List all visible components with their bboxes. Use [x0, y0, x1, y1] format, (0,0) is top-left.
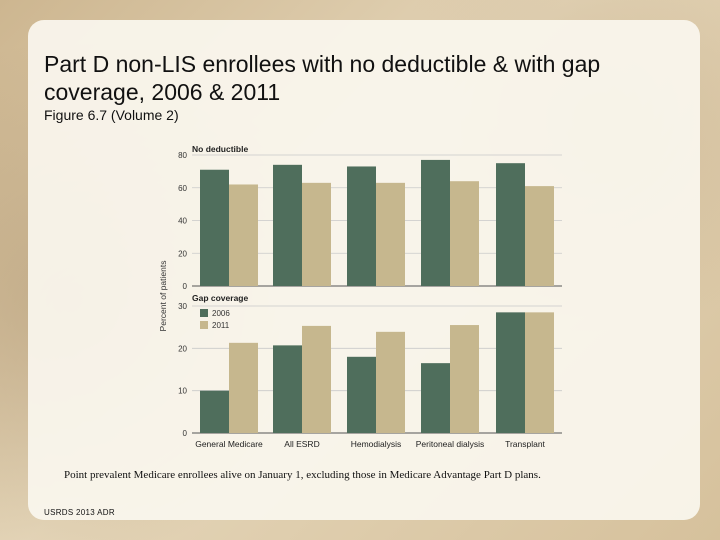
- legend-swatch: [200, 321, 208, 329]
- bar-no-deductible-2006: [273, 164, 302, 286]
- x-category-label: Peritoneal dialysis: [416, 439, 485, 449]
- bar-no-deductible-2011: [302, 182, 331, 286]
- bar-gap-coverage-2011: [450, 325, 479, 433]
- bar-gap-coverage-2006: [496, 312, 525, 433]
- bar-no-deductible-2006: [421, 159, 450, 286]
- bar-gap-coverage-2011: [229, 342, 258, 433]
- bar-no-deductible-2011: [229, 184, 258, 286]
- bar-no-deductible-2011: [450, 181, 479, 286]
- x-category-label: General Medicare: [195, 439, 263, 449]
- panel-title: Gap coverage: [192, 293, 248, 303]
- y-tick-label: 20: [178, 344, 187, 353]
- y-tick-label: 10: [178, 387, 187, 396]
- y-tick-label: 30: [178, 302, 187, 311]
- bar-gap-coverage-2006: [347, 356, 376, 433]
- bar-no-deductible-2006: [496, 163, 525, 286]
- footnote: Point prevalent Medicare enrollees alive…: [64, 469, 541, 481]
- panel-title: No deductible: [192, 144, 248, 154]
- y-axis-label: Percent of patients: [158, 261, 168, 332]
- bar-no-deductible-2011: [525, 186, 554, 286]
- y-tick-label: 0: [183, 429, 188, 438]
- x-category-label: Hemodialysis: [351, 439, 402, 449]
- y-tick-label: 40: [178, 217, 187, 226]
- slide-title: Part D non-LIS enrollees with no deducti…: [44, 51, 601, 105]
- source-label: USRDS 2013 ADR: [44, 508, 115, 517]
- bar-gap-coverage-2011: [525, 312, 554, 433]
- x-category-label: All ESRD: [284, 439, 319, 449]
- y-tick-label: 20: [178, 249, 187, 258]
- y-tick-label: 0: [183, 282, 188, 291]
- y-tick-label: 60: [178, 184, 187, 193]
- bar-gap-coverage-2006: [421, 363, 450, 433]
- bar-gap-coverage-2011: [302, 325, 331, 433]
- bar-no-deductible-2011: [376, 182, 405, 286]
- legend-label: 2006: [212, 309, 230, 318]
- figure-caption: Figure 6.7 (Volume 2): [44, 107, 179, 123]
- bar-no-deductible-2006: [347, 166, 376, 286]
- bar-no-deductible-2006: [200, 169, 229, 286]
- legend-label: 2011: [212, 321, 230, 330]
- legend-swatch: [200, 309, 208, 317]
- x-category-label: Transplant: [505, 439, 545, 449]
- bar-gap-coverage-2011: [376, 331, 405, 433]
- bar-gap-coverage-2006: [200, 390, 229, 433]
- y-tick-label: 80: [178, 151, 187, 160]
- bar-gap-coverage-2006: [273, 345, 302, 433]
